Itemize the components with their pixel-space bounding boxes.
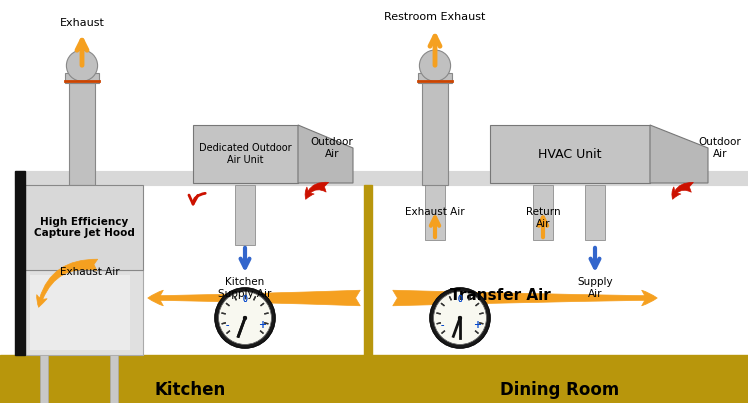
Circle shape	[420, 50, 450, 81]
Text: Supply
Air: Supply Air	[577, 277, 613, 299]
Text: 0: 0	[458, 295, 462, 304]
Text: -: -	[226, 320, 230, 330]
Text: -: -	[441, 320, 444, 330]
Bar	[193, 125, 298, 183]
Text: Kitchen
Supply Air: Kitchen Supply Air	[218, 277, 272, 299]
Text: Kitchen: Kitchen	[154, 381, 226, 399]
Text: 0: 0	[458, 295, 462, 304]
Text: Exhaust Air: Exhaust Air	[60, 267, 120, 277]
Bar	[69, 65, 95, 185]
Bar	[30, 275, 130, 350]
Bar	[15, 171, 25, 355]
Text: Return
Air: Return Air	[526, 207, 560, 229]
Text: -: -	[441, 320, 444, 330]
Text: Dedicated Outdoor
Air Unit: Dedicated Outdoor Air Unit	[199, 143, 292, 165]
Circle shape	[434, 292, 486, 345]
Polygon shape	[650, 125, 708, 183]
Bar	[25, 185, 143, 270]
Circle shape	[430, 288, 490, 348]
Polygon shape	[298, 125, 353, 183]
Bar	[235, 185, 255, 245]
Bar	[533, 185, 553, 240]
Text: Restroom Exhaust: Restroom Exhaust	[384, 12, 485, 22]
Circle shape	[243, 316, 247, 320]
Bar	[65, 73, 99, 83]
Text: Transfer Air: Transfer Air	[450, 287, 551, 303]
Circle shape	[215, 288, 275, 348]
Text: Exhaust Air: Exhaust Air	[405, 207, 465, 217]
Text: Dining Room: Dining Room	[500, 381, 619, 399]
Bar	[25, 270, 143, 355]
Circle shape	[430, 288, 490, 348]
Text: 0: 0	[242, 295, 248, 304]
Bar	[0, 355, 748, 403]
Circle shape	[215, 288, 275, 348]
Bar	[490, 125, 650, 183]
Bar	[585, 185, 605, 240]
Circle shape	[218, 292, 272, 345]
Text: HVAC Unit: HVAC Unit	[539, 147, 601, 160]
Text: Exhaust: Exhaust	[60, 18, 105, 28]
Circle shape	[458, 316, 462, 320]
Circle shape	[458, 316, 462, 320]
Text: +: +	[258, 320, 266, 330]
Bar	[418, 73, 452, 83]
Text: +: +	[473, 320, 482, 330]
Bar	[422, 65, 448, 185]
Text: 0: 0	[242, 295, 248, 304]
Text: High Efficiency
Capture Jet Hood: High Efficiency Capture Jet Hood	[34, 217, 135, 238]
Text: +: +	[258, 320, 266, 330]
Text: Outdoor
Air: Outdoor Air	[699, 137, 741, 159]
Bar	[364, 185, 372, 355]
Circle shape	[434, 292, 486, 345]
Bar	[15, 171, 748, 185]
Circle shape	[218, 292, 272, 345]
Text: -: -	[226, 320, 230, 330]
Bar	[110, 355, 118, 403]
Circle shape	[67, 50, 97, 81]
Bar	[40, 355, 48, 403]
Text: Outdoor
Air: Outdoor Air	[310, 137, 353, 159]
Circle shape	[243, 316, 247, 320]
Bar	[425, 185, 445, 240]
Bar	[15, 185, 748, 355]
Text: +: +	[473, 320, 482, 330]
